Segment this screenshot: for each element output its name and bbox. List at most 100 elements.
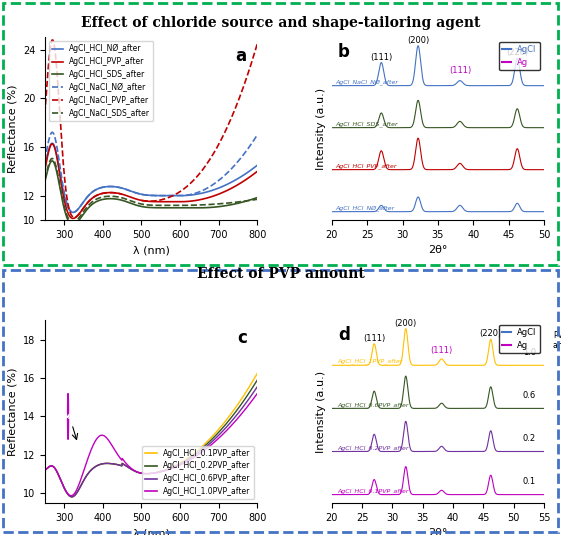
AgCl_HCl_0.6PVP_after <box>42 467 48 473</box>
Y-axis label: Reflectance (%): Reflectance (%) <box>7 368 17 456</box>
AgCl_HCl_PVP_after <box>139 197 145 204</box>
AgCl_HCl_PVP_after <box>42 166 48 173</box>
AgCl_NaCl_NØ_after <box>139 191 145 197</box>
Legend: AgCl, Ag: AgCl, Ag <box>499 325 540 354</box>
Text: 0.6: 0.6 <box>523 391 536 400</box>
AgCl_HCl_0.2PVP_after <box>167 465 174 471</box>
Y-axis label: Reflectance (%): Reflectance (%) <box>7 85 17 173</box>
Legend: AgCl_HCl_0.1PVP_after, AgCl_HCl_0.2PVP_after, AgCl_HCl_0.6PVP_after, AgCl_HCl_1.: AgCl_HCl_0.1PVP_after, AgCl_HCl_0.2PVP_a… <box>142 446 254 499</box>
AgCl_HCl_0.6PVP_after <box>202 445 209 451</box>
AgCl_NaCl_NØ_after <box>202 186 209 192</box>
Line: AgCl_HCl_PVP_after: AgCl_HCl_PVP_after <box>45 144 257 218</box>
AgCl_HCl_0.1PVP_after <box>202 440 209 447</box>
Text: (111): (111) <box>363 334 385 343</box>
Text: Effect of PVP amount: Effect of PVP amount <box>196 268 365 281</box>
AgCl_HCl_SDS_after <box>167 204 174 211</box>
AgCl_HCl_1.0PVP_after <box>80 470 86 477</box>
AgCl_HCl_SDS_after <box>49 158 56 164</box>
AgCl_NaCl_NØ_after <box>42 157 48 164</box>
AgCl_NaCl_NØ_after <box>167 193 174 199</box>
AgCl_NaCl_PVP_after <box>79 206 86 212</box>
Text: AgCl_HCl_1PVP_after: AgCl_HCl_1PVP_after <box>338 359 403 364</box>
AgCl_NaCl_PVP_after <box>96 191 103 197</box>
Text: AgCl_HCl_0.6PVP_after: AgCl_HCl_0.6PVP_after <box>338 402 410 408</box>
AgCl_HCl_0.2PVP_after <box>80 479 86 485</box>
Line: AgCl_HCl_0.2PVP_after: AgCl_HCl_0.2PVP_after <box>45 380 257 497</box>
X-axis label: λ (nm): λ (nm) <box>132 528 169 535</box>
AgCl_HCl_PVP_after <box>70 215 77 221</box>
AgCl_HCl_0.1PVP_after <box>184 455 191 462</box>
Line: AgCl_NaCl_NØ_after: AgCl_NaCl_NØ_after <box>45 132 257 212</box>
AgCl_NaCl_PVP_after <box>202 163 209 170</box>
AgCl_HCl_0.6PVP_after <box>68 494 75 500</box>
Y-axis label: Intensity (a.u.): Intensity (a.u.) <box>316 371 326 453</box>
Text: 0.2: 0.2 <box>523 434 536 443</box>
AgCl_NaCl_NØ_after <box>49 129 56 135</box>
AgCl_HCl_SDS_after <box>184 204 191 211</box>
AgCl_HCl_SDS_after <box>42 178 48 185</box>
Legend: AgCl_HCl_NØ_after, AgCl_HCl_PVP_after, AgCl_HCl_SDS_after, AgCl_NaCl_NØ_after, A: AgCl_HCl_NØ_after, AgCl_HCl_PVP_after, A… <box>49 41 153 121</box>
AgCl_NaCl_NØ_after <box>97 185 104 191</box>
AgCl_NaCl_SDS_after <box>49 155 56 162</box>
Text: AgCl_HCl_0.1PVP_after: AgCl_HCl_0.1PVP_after <box>338 488 410 494</box>
AgCl_NaCl_PVP_after <box>254 40 261 47</box>
AgCl_HCl_PVP_after <box>202 195 209 202</box>
Line: AgCl_HCl_1.0PVP_after: AgCl_HCl_1.0PVP_after <box>45 393 257 496</box>
AgCl_NaCl_SDS_after <box>184 202 191 209</box>
AgCl_HCl_0.1PVP_after <box>68 494 75 500</box>
AgCl_HCl_NØ_after <box>49 140 56 147</box>
Text: (220): (220) <box>506 48 528 57</box>
Text: c: c <box>237 330 247 348</box>
AgCl_NaCl_PVP_after <box>42 110 48 117</box>
AgCl_HCl_NØ_after <box>184 192 191 198</box>
AgCl_HCl_SDS_after <box>70 221 76 228</box>
AgCl_HCl_1.0PVP_after <box>202 446 209 453</box>
Legend: AgCl, Ag: AgCl, Ag <box>499 42 540 71</box>
Line: AgCl_NaCl_PVP_after: AgCl_NaCl_PVP_after <box>45 40 257 217</box>
AgCl_NaCl_SDS_after <box>202 202 209 208</box>
AgCl_NaCl_SDS_after <box>80 209 86 215</box>
Text: (220): (220) <box>480 330 502 339</box>
AgCl_NaCl_SDS_after <box>70 219 76 225</box>
AgCl_HCl_NØ_after <box>254 162 261 169</box>
AgCl_HCl_1.0PVP_after <box>254 390 261 396</box>
AgCl_HCl_0.1PVP_after <box>96 461 103 468</box>
Text: (111): (111) <box>430 346 453 355</box>
Line: AgCl_HCl_0.6PVP_after: AgCl_HCl_0.6PVP_after <box>45 387 257 497</box>
AgCl_HCl_SDS_after <box>80 211 86 218</box>
AgCl_HCl_PVP_after <box>167 198 174 205</box>
AgCl_NaCl_SDS_after <box>167 202 174 209</box>
AgCl_HCl_0.2PVP_after <box>184 456 191 463</box>
AgCl_NaCl_PVP_after <box>167 194 174 200</box>
Text: a: a <box>236 47 247 65</box>
AgCl_HCl_NØ_after <box>80 199 86 205</box>
AgCl_HCl_0.6PVP_after <box>184 457 191 464</box>
AgCl_HCl_1.0PVP_after <box>184 458 191 465</box>
AgCl_NaCl_SDS_after <box>97 194 104 201</box>
AgCl_HCl_0.1PVP_after <box>42 467 48 473</box>
AgCl_HCl_0.2PVP_after <box>68 494 75 500</box>
Text: AgCl_HCl_0.2PVP_after: AgCl_HCl_0.2PVP_after <box>338 445 410 450</box>
X-axis label: 2θ°: 2θ° <box>428 245 448 255</box>
AgCl_HCl_0.1PVP_after <box>167 464 174 471</box>
AgCl_HCl_1.0PVP_after <box>42 467 48 473</box>
Text: Ag: Ag <box>63 414 73 419</box>
AgCl_HCl_1.0PVP_after <box>68 493 75 499</box>
AgCl_HCl_SDS_after <box>254 194 261 201</box>
Text: AgCl_HCl_PVP_after: AgCl_HCl_PVP_after <box>335 163 397 169</box>
Text: (111): (111) <box>370 52 392 62</box>
AgCl_HCl_0.6PVP_after <box>96 461 103 468</box>
AgCl_NaCl_NØ_after <box>184 192 191 198</box>
Text: (111): (111) <box>449 66 471 75</box>
AgCl_HCl_NØ_after <box>202 189 209 196</box>
AgCl_HCl_0.2PVP_after <box>96 461 103 468</box>
AgCl_HCl_0.2PVP_after <box>138 470 145 477</box>
AgCl_HCl_SDS_after <box>202 204 209 211</box>
Y-axis label: Intensity (a.u.): Intensity (a.u.) <box>316 88 326 170</box>
AgCl_NaCl_NØ_after <box>254 132 261 138</box>
X-axis label: 2θ°: 2θ° <box>428 528 448 535</box>
AgCl_HCl_PVP_after <box>254 168 261 174</box>
AgCl_HCl_NØ_after <box>167 193 174 199</box>
AgCl_HCl_1.0PVP_after <box>96 433 103 439</box>
Circle shape <box>67 393 68 439</box>
